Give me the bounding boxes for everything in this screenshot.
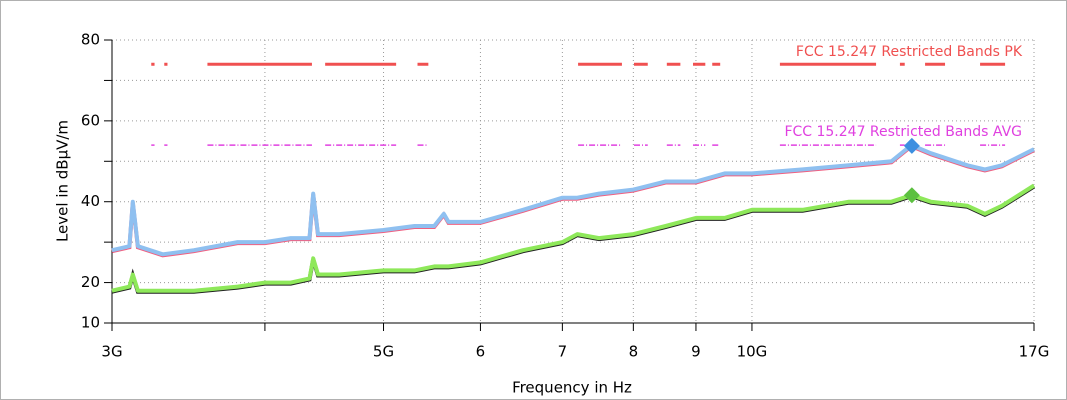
- y-tick-label: 40: [81, 192, 100, 210]
- trace: [111, 143, 1035, 257]
- marker: [903, 187, 920, 204]
- marker: [903, 137, 920, 154]
- y-tick-label: 60: [81, 111, 100, 129]
- x-tick-label: 9: [691, 343, 701, 361]
- x-tick-label: 5G: [373, 343, 394, 361]
- y-tick-label: 20: [81, 273, 100, 291]
- x-tick-label: 3G: [101, 343, 122, 361]
- x-tick-label: 17G: [1019, 343, 1050, 361]
- limit-label: FCC 15.247 Restricted Bands PK: [796, 44, 1023, 60]
- x-tick-label: 7: [558, 343, 568, 361]
- x-tick-label: 8: [629, 343, 639, 361]
- trace: [111, 183, 1036, 293]
- limit-label: FCC 15.247 Restricted Bands AVG: [784, 124, 1022, 140]
- y-tick-label: 10: [81, 314, 100, 332]
- x-tick-label: 10G: [737, 343, 768, 361]
- y-tick-label: 80: [81, 31, 100, 49]
- y-axis-label: Level in dBµV/m: [54, 120, 72, 242]
- x-tick-label: 6: [476, 343, 486, 361]
- x-axis-label: Frequency in Hz: [512, 379, 632, 397]
